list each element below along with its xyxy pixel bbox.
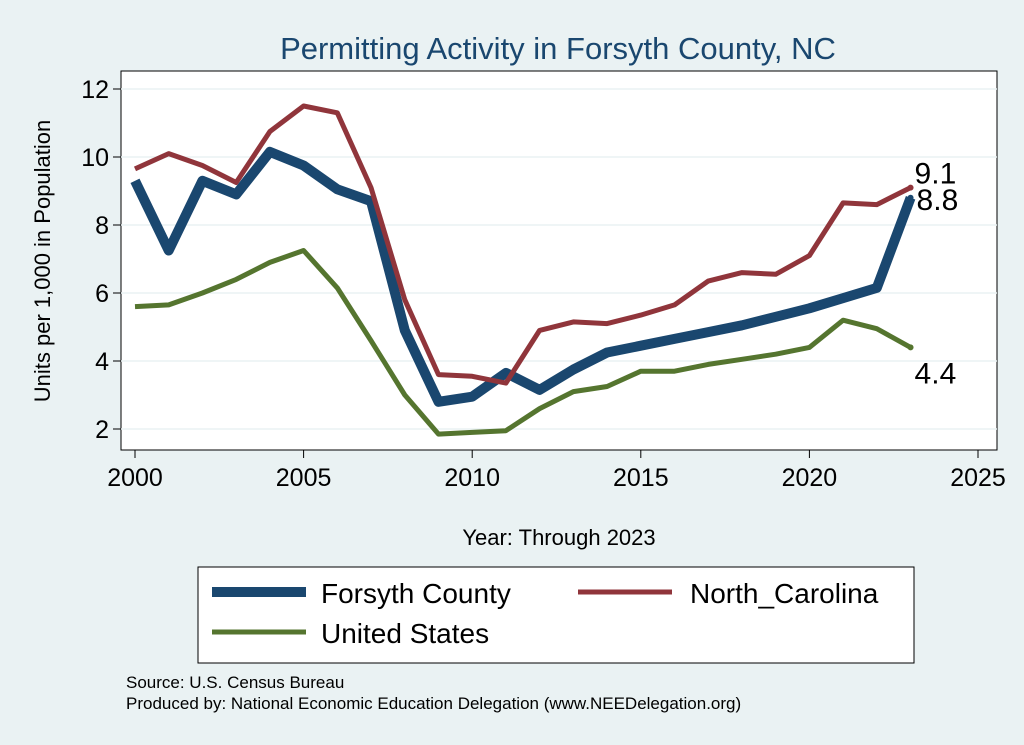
y-tick-label: 12 <box>81 76 109 104</box>
x-tick-label: 2020 <box>782 464 838 492</box>
y-tick-label: 6 <box>95 280 109 308</box>
x-axis-title: Year: Through 2023 <box>462 525 655 550</box>
axes: 2 4 6 8 10 12 2000 2005 2010 2015 2020 2025 <box>81 76 1006 492</box>
legend-label-north-carolina: North_Carolina <box>690 578 879 609</box>
y-tick-label: 8 <box>95 212 109 240</box>
end-labels: 8.89.1 4.4 <box>915 158 959 391</box>
y-tick-label: 10 <box>81 144 109 172</box>
legend-label-united-states: United States <box>321 618 489 649</box>
produced-by-note: Produced by: National Economic Education… <box>126 694 741 713</box>
x-tick-label: 2005 <box>276 464 332 492</box>
y-tick-label: 2 <box>95 416 109 444</box>
legend-box <box>197 566 915 664</box>
grid-lines <box>121 88 997 430</box>
x-tick-label: 2025 <box>950 464 1006 492</box>
source-note: Source: U.S. Census Bureau <box>126 673 344 692</box>
series-line-united-states <box>134 248 912 437</box>
series-line-north-carolina <box>133 103 912 386</box>
series-line-forsyth-end-marker <box>907 194 914 201</box>
x-tick-label: 2000 <box>107 464 163 492</box>
series-line-forsyth <box>130 146 916 407</box>
series-line-north-carolina-end-marker <box>907 184 914 191</box>
y-axis-title: Units per 1,000 in Population <box>30 120 55 403</box>
legend-label-forsyth: Forsyth County <box>321 578 511 609</box>
y-tick-label: 4 <box>95 348 109 376</box>
chart-title: Permitting Activity in Forsyth County, N… <box>280 31 836 66</box>
plot-area <box>120 70 998 451</box>
series-line-united-states-end-marker <box>907 344 914 351</box>
x-tick-label: 2010 <box>444 464 500 492</box>
x-tick-label: 2015 <box>613 464 669 492</box>
end-label-north-carolina: 9.1 <box>915 158 957 191</box>
end-label-united-states: 4.4 <box>915 357 957 390</box>
series-lines <box>130 103 916 437</box>
end-label-forsyth: 8.8 <box>917 184 959 217</box>
legend: Forsyth County North_Carolina United Sta… <box>197 566 915 664</box>
